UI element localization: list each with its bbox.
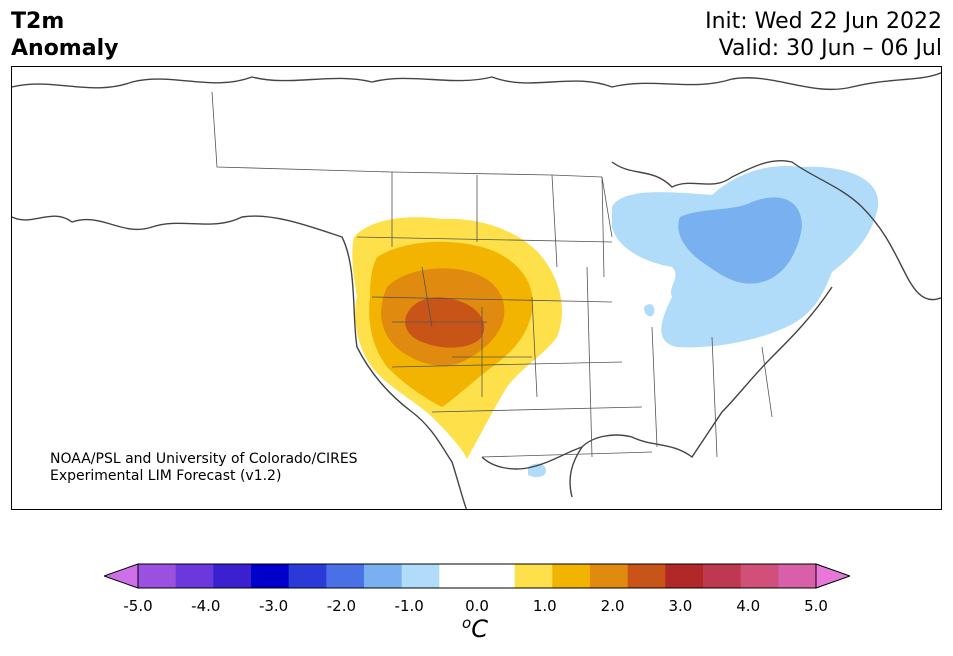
title-line-1: T2m [11,9,65,34]
colorbar-segment [514,564,553,588]
colorbar-segment [590,564,629,588]
cool-anomaly-small [644,304,655,317]
colorbar-tick-label: 2.0 [600,597,625,615]
colorbar-segment [401,564,440,588]
colorbar-tick-label: -4.0 [191,597,221,615]
map-title: T2m Anomaly [11,8,118,62]
warm-anomaly-core [405,297,485,348]
colorbar-tick-label: -5.0 [123,597,153,615]
colorbar-unit: oC [462,614,488,643]
anomaly-map [12,72,941,509]
colorbar-min-arrow [104,563,139,589]
colorbar-segment [138,564,177,588]
colorbar-outline [137,563,817,589]
colorbar-segment [665,564,704,588]
colorbar-segment [439,564,478,588]
colorbar-tick-label: -1.0 [394,597,424,615]
title-line-2: Anomaly [11,36,119,61]
colorbar-segment [477,564,516,588]
colorbar-tick-label: 1.0 [532,597,557,615]
colorbar-segment [778,564,817,588]
cool-anomaly-core [678,197,802,284]
colorbar-tick-label: 3.0 [668,597,693,615]
map-panel: NOAA/PSL and University of Colorado/CIRE… [11,66,942,510]
valid-date: Valid: 30 Jun – 06 Jul [718,36,942,61]
credit-line-1: NOAA/PSL and University of Colorado/CIRE… [50,451,358,467]
colorbar-segment [175,564,214,588]
colorbar-segment [251,564,290,588]
unit-prefix: o [462,614,472,632]
colorbar-max-arrow [815,563,850,589]
colorbar-segment [326,564,365,588]
credit-line-2: Experimental LIM Forecast (v1.2) [50,468,282,484]
colorbar-segment [627,564,666,588]
credit-text: NOAA/PSL and University of Colorado/CIRE… [50,451,358,485]
colorbar-segment [552,564,591,588]
colorbar [104,563,850,589]
colorbar-segment [740,564,779,588]
colorbar-segment [288,564,327,588]
colorbar-tick-label: 0.0 [465,597,489,615]
colorbar-tick-label: 5.0 [804,597,828,615]
state-borders [211,91,773,458]
unit-label: C [471,615,488,643]
colorbar-segment [213,564,252,588]
colorbar-tick-label: -2.0 [326,597,357,615]
init-date: Init: Wed 22 Jun 2022 [705,9,942,34]
coastlines [12,72,941,509]
colorbar-tick-label: -3.0 [258,597,289,615]
colorbar-tick-label: 4.0 [736,597,761,615]
colorbar-segment [703,564,742,588]
forecast-dates: Init: Wed 22 Jun 2022 Valid: 30 Jun – 06… [705,8,942,62]
colorbar-segment [364,564,403,588]
